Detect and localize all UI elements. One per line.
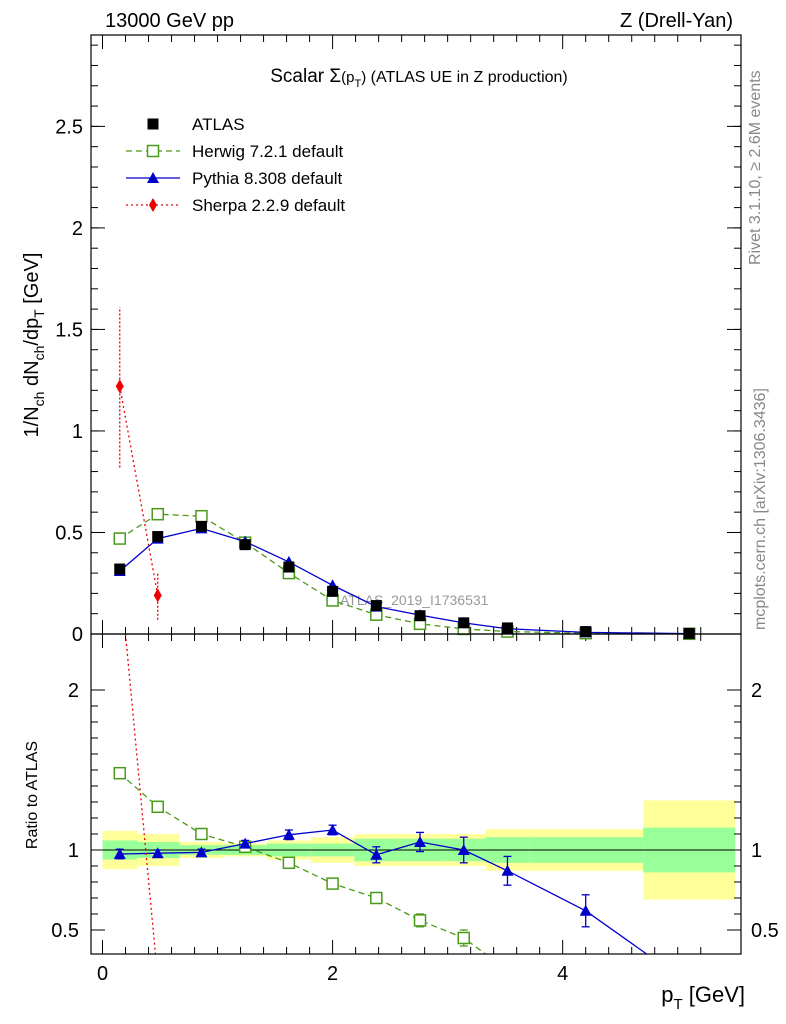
y-tick-label: 1 bbox=[72, 421, 83, 443]
x-axis-label: pT [GeV] bbox=[661, 982, 745, 1013]
atlas-main-point bbox=[114, 563, 126, 575]
ratio-uncertainty-bands bbox=[91, 800, 741, 900]
x-tick-label: 4 bbox=[557, 963, 568, 985]
y-axis-label: 1/Nch dNch/dpT [GeV] bbox=[21, 253, 47, 438]
sherpa-main-point bbox=[115, 379, 124, 394]
pythia-ratio-point bbox=[457, 844, 470, 855]
pythia-ratio-point bbox=[282, 828, 295, 840]
legend-marker-atlas bbox=[147, 118, 159, 130]
legend-label-pythia: Pythia 8.308 default bbox=[192, 169, 343, 188]
ratio-y-tick-label: 2 bbox=[68, 680, 79, 702]
y-tick-label: 0.5 bbox=[55, 522, 83, 544]
chart-title: Scalar Σ(pT) (ATLAS UE in Z production) bbox=[270, 66, 568, 90]
pythia-ratio-point bbox=[239, 837, 252, 849]
ratio-y-tick-label-right: 2 bbox=[751, 680, 762, 702]
herwig-ratio-point bbox=[457, 931, 470, 945]
pythia-ratio-point bbox=[326, 824, 339, 835]
legend-label-herwig: Herwig 7.2.1 default bbox=[192, 142, 343, 161]
sherpa-ratio-line bbox=[124, 633, 157, 955]
ratio-plot-frame bbox=[90, 633, 742, 955]
atlas-main-point bbox=[458, 617, 470, 629]
herwig-ratio-point bbox=[151, 800, 164, 814]
atlas-main-point bbox=[580, 626, 592, 638]
ratio-y-tick-label: 1 bbox=[68, 840, 79, 862]
pythia-ratio-point bbox=[113, 848, 126, 859]
ratio-series bbox=[113, 633, 648, 955]
ratio-y-axis-label: Ratio to ATLAS bbox=[24, 741, 41, 849]
atlas-main-point bbox=[327, 585, 339, 597]
rivet-version-label: Rivet 3.1.10, ≥ 2.6M events bbox=[747, 70, 764, 265]
herwig-ratio-point bbox=[326, 877, 339, 890]
atlas-main-point bbox=[195, 520, 207, 532]
pythia-main-line bbox=[119, 527, 690, 635]
y-tick-label: 0 bbox=[72, 624, 83, 646]
y-tick-label: 2.5 bbox=[55, 116, 83, 138]
x-tick-label: 2 bbox=[327, 963, 338, 985]
pythia-ratio-line bbox=[119, 829, 648, 955]
herwig-ratio-line bbox=[119, 772, 486, 955]
atlas-main-point bbox=[239, 539, 251, 551]
herwig-ratio-point bbox=[282, 856, 296, 870]
pythia-ratio-point bbox=[414, 836, 427, 847]
y-tick-label: 2 bbox=[72, 218, 83, 240]
main-ticks: 0 0.5 1 1.5 2 2.5 bbox=[55, 35, 741, 646]
y-tick-label: 1.5 bbox=[55, 319, 83, 341]
legend-marker-pythia bbox=[147, 172, 159, 183]
x-tick-label: 0 bbox=[97, 963, 108, 985]
atlas-main-point bbox=[370, 600, 382, 612]
ratio-ticks: 0.5 0.5 1 1 2 2 0 2 4 bbox=[51, 634, 779, 985]
header-right: Z (Drell-Yan) bbox=[620, 10, 733, 32]
main-plot-frame bbox=[90, 34, 742, 635]
legend: ATLAS Herwig 7.2.1 default Pythia 8.308 de… bbox=[126, 115, 345, 215]
legend-marker-herwig bbox=[146, 144, 160, 158]
herwig-main-point bbox=[195, 509, 208, 523]
pythia-ratio-point bbox=[151, 847, 164, 859]
ratio-y-tick-label-right: 1 bbox=[751, 840, 762, 862]
mcplots-label: mcplots.cern.ch [arXiv:1306.3436] bbox=[752, 388, 769, 630]
legend-label-atlas: ATLAS bbox=[192, 115, 245, 134]
sherpa-main-line bbox=[119, 386, 159, 596]
pythia-ratio-point bbox=[195, 846, 208, 858]
herwig-ratio-point bbox=[370, 891, 383, 905]
atlas-main-point bbox=[152, 531, 164, 543]
ratio-y-tick-label: 0.5 bbox=[51, 920, 79, 942]
atlas-main-point bbox=[414, 610, 426, 622]
atlas-main-point bbox=[283, 561, 295, 573]
herwig-ratio-point bbox=[113, 766, 127, 780]
herwig-ratio-point bbox=[195, 827, 208, 841]
herwig-main-point bbox=[113, 532, 127, 545]
herwig-ratio-point bbox=[413, 914, 427, 927]
legend-marker-sherpa bbox=[149, 198, 157, 212]
atlas-main-point bbox=[501, 622, 513, 634]
herwig-main-point bbox=[151, 507, 164, 521]
pythia-ratio-point bbox=[501, 864, 514, 876]
legend-label-sherpa: Sherpa 2.2.9 default bbox=[192, 196, 345, 215]
ratio-y-tick-label-right: 0.5 bbox=[751, 920, 779, 942]
pythia-ratio-point bbox=[370, 848, 383, 860]
herwig-main-line bbox=[119, 513, 690, 635]
main-series bbox=[113, 307, 696, 641]
sherpa-main-point bbox=[153, 588, 162, 603]
header-left: 13000 GeV pp bbox=[105, 10, 234, 32]
atlas-main-point bbox=[683, 627, 695, 639]
pythia-ratio-point bbox=[579, 904, 592, 916]
